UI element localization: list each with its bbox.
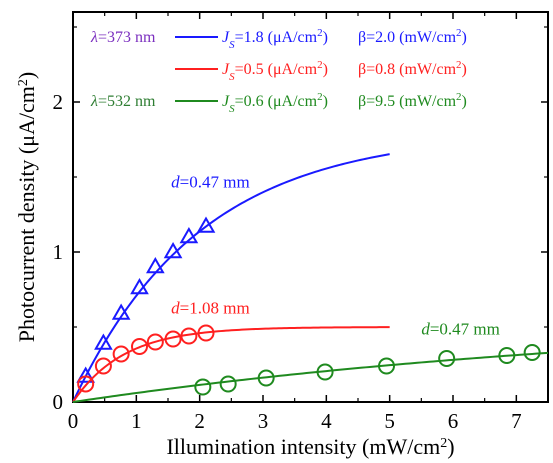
legend-wavelength: λ=532 nm [90,93,156,110]
legend-js-label: JS=0.6 (μA/cm2) [222,91,328,115]
legend-beta-label: β=0.8 (mW/cm2) [358,59,467,78]
legend-wavelength: λ=373 nm [90,29,156,46]
x-axis-label: Illumination intensity (mW/cm2) [166,434,454,459]
x-tick-label: 7 [511,409,522,433]
data-point-circle [523,344,541,361]
data-point-circle [316,363,334,381]
fit-curve-series-1 [72,153,390,403]
data-point-triangle [146,256,165,274]
x-tick-label: 5 [384,409,395,433]
data-point-triangle [94,333,113,350]
data-point-circle [194,378,212,396]
fit-curve-series-3 [72,351,549,403]
x-tick-label: 6 [448,409,459,433]
x-tick-label: 1 [131,409,142,433]
data-point-circle [197,324,215,342]
data-point-triangle [196,216,216,233]
data-point-circle [112,345,130,363]
data-point-circle [146,333,164,351]
data-point-circle [378,357,395,375]
legend-js-label: JS=0.5 (μA/cm2) [222,59,328,83]
x-tick-label: 4 [321,409,332,433]
data-point-circle [180,327,198,345]
x-tick-label: 0 [68,409,79,433]
legend-beta-label: β=9.5 (mW/cm2) [358,91,467,110]
fit-curve-series-2 [72,326,390,403]
legend-beta-label: β=2.0 (mW/cm2) [358,27,467,46]
data-point-circle [257,369,275,387]
x-tick-label: 3 [258,409,269,433]
data-point-circle [94,357,112,375]
plot-frame [72,11,549,403]
y-tick-label: 1 [53,240,64,264]
y-axis-label: Photocurrent density (μA/cm2) [14,72,39,343]
data-point-circle [131,338,148,355]
series-annotation: d=0.47 mm [171,173,250,192]
data-point-circle [77,375,95,393]
data-point-circle [219,375,237,393]
data-point-triangle [76,366,95,383]
legend-js-label: JS=1.8 (μA/cm2) [222,27,328,51]
data-point-triangle [179,226,199,244]
x-tick-label: 2 [194,409,205,433]
data-point-circle [498,347,516,364]
data-point-triangle [163,241,183,259]
data-point-circle [164,330,182,348]
y-tick-label: 2 [53,90,64,114]
data-point-circle [438,350,456,367]
y-tick-label: 0 [53,390,64,414]
series-annotation: d=0.47 mm [421,320,500,339]
data-point-triangle [130,277,149,295]
series-annotation: d=1.08 mm [171,299,250,318]
data-point-triangle [111,303,131,320]
